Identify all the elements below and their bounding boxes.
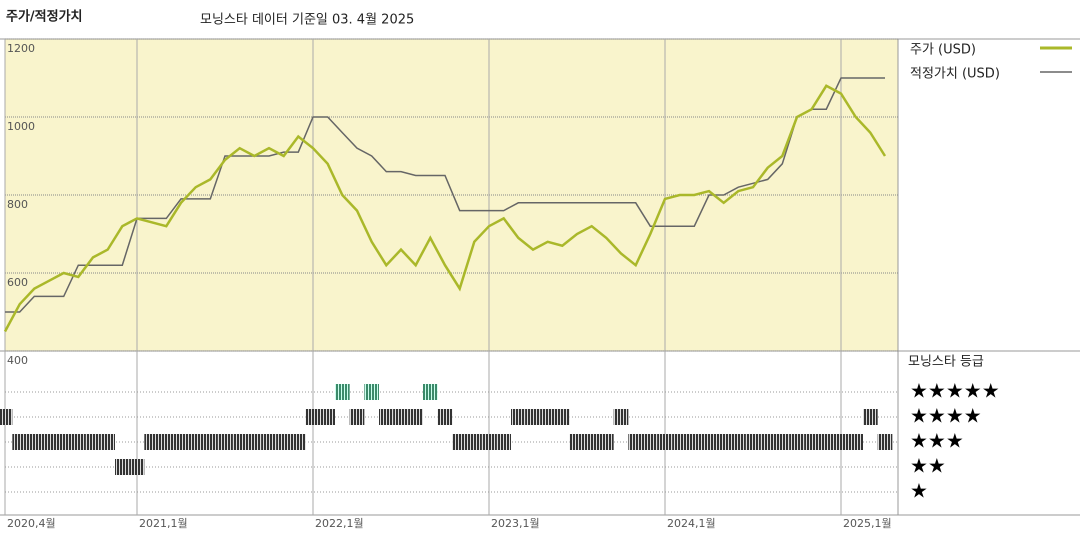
rating-label: ★ bbox=[910, 479, 928, 503]
series-line bbox=[3, 84, 887, 333]
chart-title: 주가/적정가치 bbox=[6, 9, 83, 25]
rating-bar bbox=[335, 384, 350, 400]
rating-bar bbox=[0, 409, 13, 425]
rating-bar bbox=[305, 409, 321, 425]
rating-bar bbox=[789, 434, 805, 450]
rating-bar bbox=[672, 434, 687, 450]
rating-bar bbox=[599, 434, 614, 450]
rating-bar bbox=[85, 434, 101, 450]
rating-bar bbox=[555, 409, 570, 425]
rating-bar bbox=[775, 434, 790, 450]
rating-bar bbox=[364, 384, 379, 400]
rating-bar bbox=[232, 434, 247, 450]
rating-bar bbox=[833, 434, 849, 450]
rating-bar bbox=[716, 434, 731, 450]
rating-bar bbox=[540, 409, 555, 425]
rating-bar bbox=[687, 434, 702, 450]
rating-bar bbox=[56, 434, 71, 450]
rating-bar bbox=[41, 434, 57, 450]
x-tick-label: 2021,1월 bbox=[139, 517, 188, 530]
rating-bar bbox=[144, 434, 159, 450]
y-tick-label: 800 bbox=[7, 198, 28, 211]
rating-bar bbox=[393, 409, 409, 425]
rating-bar bbox=[804, 434, 819, 450]
y-tick-label: 1200 bbox=[7, 42, 35, 55]
rating-bar bbox=[188, 434, 203, 450]
rating-label: ★★★★ bbox=[910, 404, 982, 428]
rating-bar bbox=[423, 384, 438, 400]
rating-bar bbox=[877, 434, 893, 450]
rating-bar bbox=[452, 434, 467, 450]
rating-bar bbox=[657, 434, 673, 450]
legend-label: 적정가치 (USD) bbox=[910, 67, 1000, 82]
y-tick-label: 600 bbox=[7, 276, 28, 289]
y-tick-label: 1000 bbox=[7, 120, 35, 133]
rating-bar bbox=[12, 434, 27, 450]
rating-bar bbox=[217, 434, 233, 450]
rating-bar bbox=[437, 409, 453, 425]
rating-bar bbox=[819, 434, 834, 450]
rating-bar bbox=[320, 409, 335, 425]
rating-bar bbox=[481, 434, 497, 450]
rating-bar bbox=[643, 434, 658, 450]
rating-bar bbox=[379, 409, 394, 425]
rating-bar bbox=[291, 434, 306, 450]
rating-bar bbox=[115, 459, 130, 475]
rating-bar bbox=[159, 434, 174, 450]
x-tick-label: 2024,1월 bbox=[667, 517, 716, 530]
rating-bar bbox=[613, 409, 629, 425]
rating-bar bbox=[496, 434, 511, 450]
rating-label: ★★★★★ bbox=[910, 379, 1000, 403]
rating-bar bbox=[628, 434, 643, 450]
rating-bar bbox=[525, 409, 541, 425]
rating-bar bbox=[349, 409, 365, 425]
rating-bar bbox=[203, 434, 218, 450]
series-line bbox=[5, 77, 885, 313]
x-tick-label: 2022,1월 bbox=[315, 517, 364, 530]
rating-bar bbox=[173, 434, 189, 450]
rating-bar bbox=[129, 459, 145, 475]
rating-bar bbox=[569, 434, 585, 450]
rating-label: ★★★ bbox=[910, 429, 964, 453]
rating-bar bbox=[27, 434, 42, 450]
rating-bar bbox=[408, 409, 423, 425]
ratings-title: 모닝스타 등급 bbox=[908, 355, 984, 370]
rating-bar bbox=[584, 434, 599, 450]
rating-bar bbox=[863, 409, 878, 425]
rating-bar bbox=[745, 434, 761, 450]
chart-subtitle: 모닝스타 데이터 기준일 03. 4월 2025 bbox=[200, 13, 414, 28]
rating-bar bbox=[247, 434, 262, 450]
rating-bar bbox=[276, 434, 291, 450]
rating-bar bbox=[100, 434, 115, 450]
y-tick-label: 400 bbox=[7, 354, 28, 367]
rating-bar bbox=[71, 434, 86, 450]
rating-bar bbox=[848, 434, 863, 450]
rating-bar bbox=[511, 409, 526, 425]
legend-label: 주가 (USD) bbox=[910, 43, 976, 58]
rating-label: ★★ bbox=[910, 454, 946, 478]
rating-bar bbox=[760, 434, 775, 450]
rating-bar bbox=[261, 434, 277, 450]
x-tick-label: 2025,1월 bbox=[843, 517, 892, 530]
rating-bar bbox=[701, 434, 717, 450]
rating-bar bbox=[467, 434, 482, 450]
x-tick-label: 2023,1월 bbox=[491, 517, 540, 530]
x-tick-label: 2020,4월 bbox=[7, 517, 56, 530]
rating-bar bbox=[731, 434, 746, 450]
